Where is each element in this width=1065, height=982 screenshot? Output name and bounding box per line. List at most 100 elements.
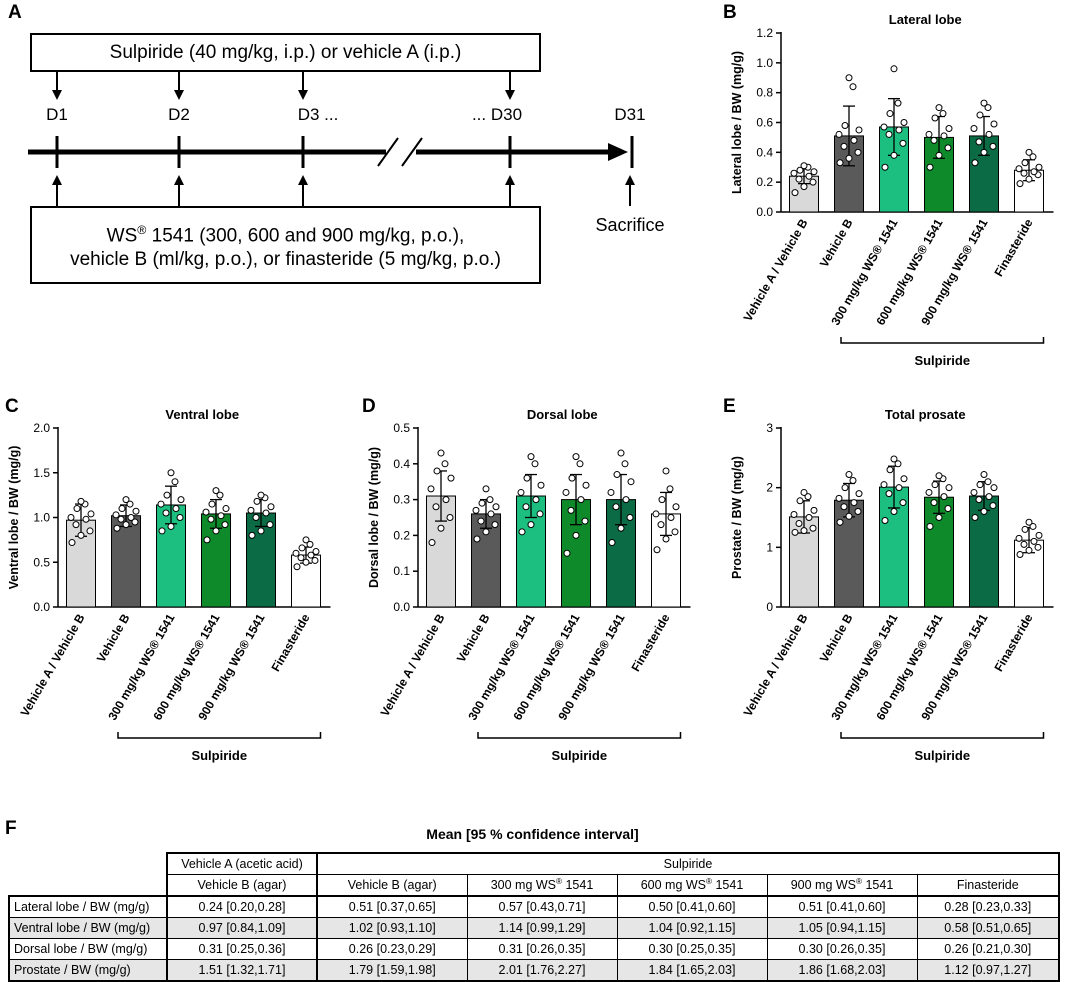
data-point [221, 521, 229, 529]
day-label-d3: D3 ... [298, 105, 339, 124]
data-point [930, 136, 938, 144]
y-tick-label: 0.3 [393, 493, 410, 507]
cell-ventral-2: 1.02 [0.93,1.10] [316, 917, 468, 939]
vehicle-finasteride-text: vehicle B (ml/kg, p.o.), or finasteride … [70, 249, 501, 271]
registered-mark: ® [137, 222, 147, 237]
y-tick-label: 0.2 [756, 175, 773, 189]
timeline-diagram: D1 D2 D3 ... ... D30 D31 Sacrifice [28, 72, 665, 235]
data-point [975, 496, 983, 504]
cell-dorsal-2: 0.26 [0.23,0.29] [316, 938, 468, 960]
data-point [298, 544, 306, 552]
chart-lateral-lobe: Lateral lobe Lateral lobe / BW (mg/g) 0.0 0… [730, 12, 1054, 368]
data-point [662, 535, 670, 543]
cell-lateral-5: 0.51 [0.41,0.60] [766, 895, 918, 918]
data-point [86, 527, 94, 535]
x-tick-label: Vehicle A / Vehicle B [741, 611, 811, 719]
data-point [850, 499, 858, 507]
data-point [836, 518, 844, 526]
data-point [985, 130, 993, 138]
data-point [67, 514, 75, 521]
data-point [796, 497, 804, 505]
data-point [895, 126, 903, 134]
data-point [945, 484, 953, 492]
data-point [257, 527, 265, 535]
data-point [899, 499, 907, 507]
data-point [1015, 534, 1023, 542]
data-point [523, 474, 531, 482]
data-point [899, 139, 907, 147]
y-tick-label: 0.5 [33, 555, 50, 569]
cell-prostate-2: 1.79 [1.59,1.98] [316, 959, 468, 982]
y-tick-label: 0.2 [393, 528, 410, 542]
y-tick-label: 0.4 [393, 457, 410, 471]
data-point [845, 471, 853, 479]
data-point [262, 509, 270, 517]
cell-ventral-5: 1.05 [0.94,1.15] [766, 917, 918, 939]
data-point [935, 104, 943, 112]
data-point [572, 453, 580, 461]
row-label-ventral: Ventral lobe / BW (mg/g) [8, 917, 168, 939]
data-point [881, 163, 889, 171]
data-point [980, 508, 988, 516]
data-point [113, 524, 121, 532]
data-point [577, 496, 585, 504]
data-point [292, 549, 300, 557]
sulpiride-treatment-box: Sulpiride (40 mg/kg, i.p.) or vehicle A … [30, 33, 541, 72]
data-point [257, 491, 265, 499]
data-point [809, 178, 817, 186]
data-point [672, 503, 680, 511]
data-point [880, 481, 888, 489]
data-point [486, 496, 494, 504]
data-point [925, 488, 933, 496]
y-axis-label: Ventral lobe / BW (mg/g) [7, 446, 21, 590]
x-tick-label: Finasteride [991, 611, 1035, 674]
data-point [477, 517, 485, 525]
data-point [207, 515, 215, 523]
sulpiride-bracket [477, 732, 682, 739]
table-title: Mean [95 % confidence interval] [426, 826, 639, 842]
y-tick-label: 0.0 [393, 600, 410, 614]
x-tick-label: Finasteride [268, 611, 312, 674]
ws-text: WS [106, 225, 138, 247]
y-tick-label: 1.0 [756, 56, 773, 70]
data-point [849, 83, 857, 91]
data-point [613, 471, 621, 479]
data-point [841, 484, 849, 492]
data-point [976, 111, 984, 119]
data-point [82, 515, 90, 523]
data-point [944, 505, 952, 513]
col-header-900mg-suffix: 1541 [862, 878, 894, 893]
y-tick-label: 1.5 [33, 466, 50, 480]
data-point [840, 503, 848, 511]
data-point [970, 488, 978, 496]
x-tick-label: Vehicle B [817, 216, 856, 270]
data-point [890, 508, 898, 516]
data-point [945, 124, 953, 132]
data-point [935, 514, 943, 521]
x-tick-label: Finasteride [628, 611, 672, 674]
data-point [491, 521, 499, 529]
y-axis-label: Lateral lobe / BW (mg/g) [730, 51, 744, 194]
data-point [517, 488, 525, 496]
data-point [482, 485, 490, 493]
data-point [446, 514, 454, 521]
data-point [77, 497, 85, 505]
col-header-900mg: 900 mg WS® 1541 [766, 874, 918, 897]
data-point [886, 466, 894, 474]
data-point [167, 522, 175, 530]
data-point [1020, 540, 1028, 548]
data-point [940, 132, 948, 140]
data-point [203, 536, 211, 544]
data-point [563, 549, 571, 557]
cell-lateral-6: 0.28 [0.23,0.33] [916, 895, 1060, 918]
y-tick-label: 0.0 [756, 205, 773, 219]
data-point [1025, 518, 1033, 526]
data-point [442, 496, 450, 504]
data-point [975, 138, 983, 146]
col-header-600mg-text: 600 mg WS [640, 878, 707, 893]
data-point [805, 514, 813, 521]
data-point [293, 563, 301, 571]
panel-label-b: B [723, 2, 737, 23]
data-point [658, 496, 666, 504]
panel-label-e: E [723, 396, 736, 417]
